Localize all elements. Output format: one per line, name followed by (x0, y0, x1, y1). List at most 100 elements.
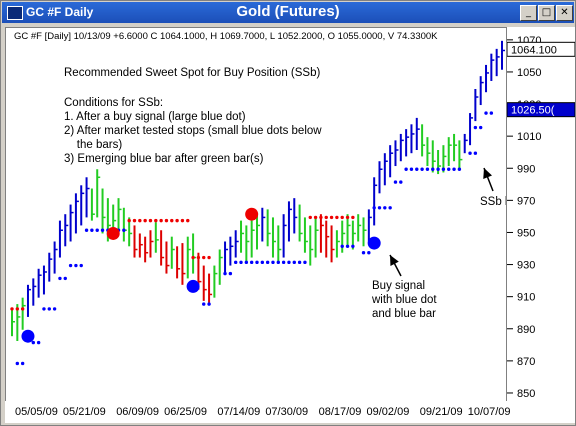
stop-dot (159, 218, 163, 223)
maximize-button[interactable]: □ (538, 5, 555, 21)
annotation-ssb-buy: SSb buy (480, 196, 506, 208)
stop-dot (313, 215, 318, 220)
stop-dot (436, 167, 440, 171)
stop-dot (335, 215, 339, 220)
stop-dot (452, 167, 456, 171)
stop-dot (457, 167, 462, 171)
stop-dot (393, 180, 398, 184)
annotation-conditions: Conditions for SSb: 1. After a buy signa… (64, 97, 322, 165)
stop-dot (15, 307, 20, 311)
stop-dot (345, 244, 350, 249)
stop-dot (186, 218, 190, 223)
app-icon (7, 6, 23, 20)
stop-dot (372, 206, 376, 210)
y-tick-label: 890 (517, 324, 535, 336)
stop-dot (31, 340, 36, 345)
signal-dot (245, 207, 259, 221)
stop-dot (415, 167, 419, 171)
stop-dot (42, 307, 46, 311)
y-tick-label: 1050 (517, 67, 541, 79)
stop-dot (345, 215, 350, 220)
stop-dot (68, 263, 73, 268)
stop-dot (127, 218, 131, 223)
stop-dot (297, 260, 302, 265)
y-tick-label: 930 (517, 260, 535, 272)
signal-dot (186, 279, 200, 293)
stop-dot (239, 260, 243, 265)
stop-dot (308, 215, 312, 220)
stop-dot (367, 251, 371, 255)
stop-dot (404, 167, 408, 171)
x-tick-label: 05/05/09 (15, 406, 58, 418)
stop-dot (351, 215, 355, 220)
stop-dot (223, 271, 227, 276)
stop-dot (74, 263, 78, 268)
stop-dot (489, 111, 494, 115)
stop-dot (143, 218, 147, 223)
stop-dot (276, 260, 281, 265)
stop-dot (47, 307, 51, 311)
stop-dot (132, 218, 137, 223)
y-tick-label: 970 (517, 195, 535, 207)
close-button[interactable]: ✕ (556, 5, 573, 21)
stop-dot (340, 215, 344, 220)
stop-dot (154, 218, 158, 223)
stop-dot (244, 260, 249, 265)
stop-dot (228, 271, 233, 276)
stop-dot (265, 260, 270, 265)
price-label-text: 1026.50( (511, 105, 555, 117)
stop-dot (180, 218, 185, 223)
stop-dot (20, 307, 25, 311)
stop-dot (292, 260, 296, 265)
stop-dot (95, 228, 99, 232)
x-tick-label: 09/02/09 (367, 406, 410, 418)
stop-dot (148, 218, 153, 223)
stop-dot (319, 215, 323, 220)
x-tick-label: 08/17/09 (319, 406, 362, 418)
stop-dot (383, 206, 387, 210)
stop-dot (170, 218, 174, 223)
price-axis-svg: 8508708909109309509709901010103010501070… (507, 35, 575, 400)
x-tick-label: 06/25/09 (164, 406, 207, 418)
stop-dot (249, 260, 254, 265)
window-title: Gold (Futures) (236, 3, 340, 20)
stop-dot (90, 228, 94, 232)
title-bar[interactable]: GC #F Daily Gold (Futures) _ □ ✕ (2, 2, 574, 23)
signal-dot (367, 236, 381, 250)
stop-dot (260, 260, 265, 265)
x-tick-label: 10/07/09 (468, 406, 511, 418)
stop-dot (478, 125, 483, 130)
minimize-button[interactable]: _ (520, 5, 537, 21)
y-tick-label: 870 (517, 356, 535, 368)
plot-area[interactable]: GC #F [Daily] 10/13/09 +6.6000 C 1064.10… (5, 27, 507, 403)
stop-dot (351, 244, 355, 249)
x-tick-label: 07/30/09 (265, 406, 308, 418)
y-tick-label: 910 (517, 292, 535, 304)
stop-dot (233, 260, 238, 265)
price-label-box (507, 102, 575, 118)
stop-dot (202, 302, 206, 306)
stop-dot (473, 151, 478, 155)
annotation-buy-signal: Buy signal with blue dot and blue bar (372, 280, 437, 320)
stop-dot (207, 255, 211, 260)
x-tick-label: 05/21/09 (63, 406, 106, 418)
stop-dot (329, 215, 334, 220)
window-app-label: GC #F Daily (26, 5, 94, 19)
price-label-box (507, 41, 575, 57)
stop-dot (164, 218, 169, 223)
stop-dot (431, 167, 435, 171)
date-axis-svg: 05/05/09 05/21/09 06/09/09 06/25/09 07/14/09… (15, 406, 511, 418)
x-tick-label: 09/21/09 (420, 406, 463, 418)
stop-dot (52, 307, 57, 311)
stop-dot (202, 255, 206, 260)
y-tick-label: 1010 (517, 131, 541, 143)
y-tick-label: 850 (517, 388, 535, 400)
price-axis: 8508708909109309509709901010103010501070… (507, 27, 575, 401)
stop-dot (399, 180, 403, 184)
stop-dot (122, 228, 126, 232)
buy-signal-arrow-head (390, 255, 399, 266)
stop-dot (468, 151, 472, 155)
price-label-text: 1064.100 (511, 44, 557, 56)
stop-dot (281, 260, 286, 265)
stop-dot (441, 167, 446, 171)
